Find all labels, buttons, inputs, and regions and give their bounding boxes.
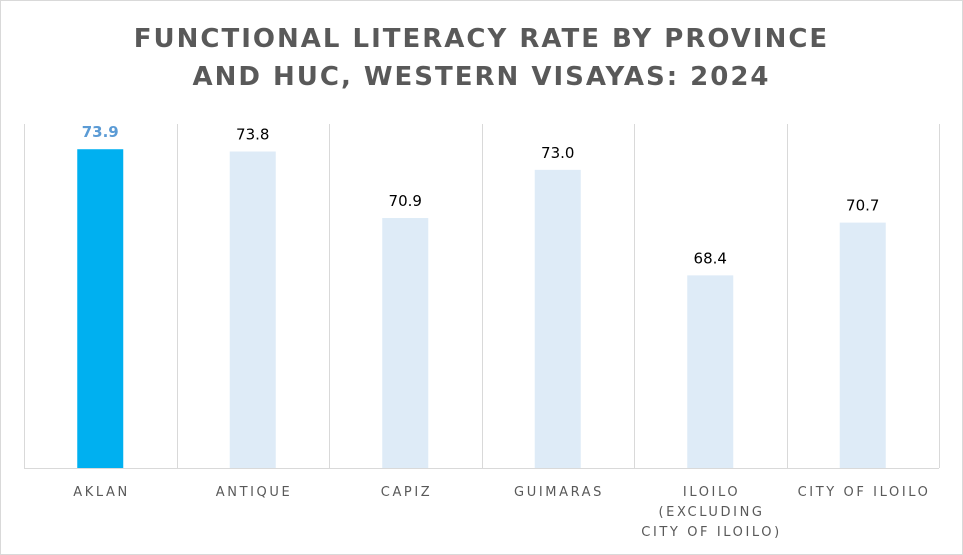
bar <box>687 275 734 468</box>
category-label: GUIMARAS <box>514 485 604 500</box>
data-label: 73.8 <box>236 126 269 144</box>
category-label: ILOILO <box>683 485 740 500</box>
bar <box>839 222 886 468</box>
bar <box>77 149 124 468</box>
bar <box>382 218 429 468</box>
data-label: 73.0 <box>541 144 574 162</box>
bar <box>229 151 276 468</box>
category-label: CAPIZ <box>381 485 433 500</box>
data-label: 73.9 <box>82 123 119 141</box>
chart-title-line-2: AND HUC, WESTERN VISAYAS: 2024 <box>192 62 771 92</box>
chart-title-line-1: FUNCTIONAL LITERACY RATE BY PROVINCE <box>133 24 830 54</box>
category-label: CITY OF ILOILO) <box>641 525 782 540</box>
category-label: ANTIQUE <box>216 485 293 500</box>
category-label: AKLAN <box>73 485 130 500</box>
chart-title: FUNCTIONAL LITERACY RATE BY PROVINCE AND… <box>0 20 963 96</box>
bar <box>534 169 581 468</box>
category-label: (EXCLUDING <box>659 505 765 520</box>
data-label: 70.9 <box>389 192 422 210</box>
category-label: CITY OF ILOILO <box>798 485 931 500</box>
data-label: 70.7 <box>846 197 879 215</box>
data-label: 68.4 <box>694 249 727 267</box>
